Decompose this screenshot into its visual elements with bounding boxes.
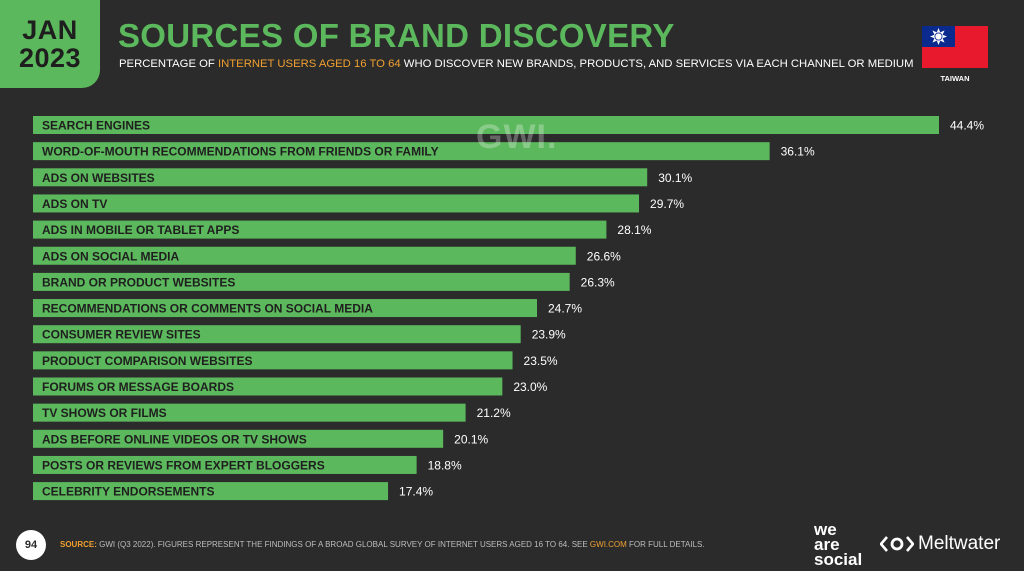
value-label-11: 21.2%: [477, 406, 511, 420]
page-title: SOURCES OF BRAND DISCOVERY: [118, 17, 675, 54]
value-label-3: 29.7%: [650, 197, 684, 211]
meltwater-mark-icon: [880, 536, 914, 552]
category-label-2: ADS ON WEBSITES: [42, 171, 155, 185]
category-label-8: CONSUMER REVIEW SITES: [42, 328, 201, 342]
value-label-5: 26.6%: [587, 249, 621, 263]
category-label-12: ADS BEFORE ONLINE VIDEOS OR TV SHOWS: [42, 432, 307, 446]
we-are-social-logo: we are social: [814, 520, 863, 569]
category-label-5: ADS ON SOCIAL MEDIA: [42, 249, 179, 263]
source-label: SOURCE:: [60, 540, 97, 549]
date-badge: JAN 2023: [0, 0, 100, 88]
value-label-7: 24.7%: [548, 302, 582, 316]
value-label-8: 23.9%: [532, 328, 566, 342]
value-label-9: 23.5%: [524, 354, 558, 368]
category-label-10: FORUMS OR MESSAGE BOARDS: [42, 380, 234, 394]
value-label-4: 28.1%: [617, 223, 651, 237]
logo-line-3: social: [814, 550, 863, 569]
source-link[interactable]: GWI.COM: [589, 540, 627, 549]
bar-4: [33, 220, 607, 239]
source-end: FOR FULL DETAILS.: [626, 540, 705, 549]
bar-14: [33, 482, 389, 501]
category-label-13: POSTS OR REVIEWS FROM EXPERT BLOGGERS: [42, 458, 325, 472]
bar-7: [33, 299, 538, 318]
value-label-0: 44.4%: [950, 119, 984, 133]
flag-canton: [922, 26, 955, 47]
bar-2: [33, 168, 648, 187]
category-label-14: CELEBRITY ENDORSEMENTS: [42, 485, 214, 499]
category-label-9: PRODUCT COMPARISON WEBSITES: [42, 354, 252, 368]
bar-13: [33, 455, 417, 474]
value-label-6: 26.3%: [581, 275, 615, 289]
value-label-1: 36.1%: [781, 145, 815, 159]
category-label-11: TV SHOWS OR FILMS: [42, 406, 167, 420]
value-label-10: 23.0%: [513, 380, 547, 394]
bar-9: [33, 351, 513, 370]
category-label-3: ADS ON TV: [42, 197, 107, 211]
bar-5: [33, 246, 576, 265]
taiwan-flag-icon: [922, 26, 988, 68]
bar-6: [33, 272, 570, 291]
source-note: SOURCE: GWI (Q3 2022). FIGURES REPRESENT…: [60, 540, 705, 549]
date-year: 2023: [18, 43, 82, 73]
bar-12: [33, 429, 444, 448]
country-label: TAIWAN: [940, 74, 970, 83]
value-label-14: 17.4%: [399, 485, 433, 499]
subtitle-post: WHO DISCOVER NEW BRANDS, PRODUCTS, AND S…: [400, 58, 914, 70]
source-text: GWI (Q3 2022). FIGURES REPRESENT THE FIN…: [96, 540, 590, 549]
category-label-0: SEARCH ENGINES: [42, 119, 150, 133]
meltwater-wordmark: Meltwater: [918, 533, 1001, 554]
subtitle: PERCENTAGE OF INTERNET USERS AGED 16 TO …: [119, 58, 914, 70]
category-label-6: BRAND OR PRODUCT WEBSITES: [42, 275, 235, 289]
value-label-13: 18.8%: [428, 458, 462, 472]
logo-line-2: are: [814, 535, 840, 554]
category-label-1: WORD-OF-MOUTH RECOMMENDATIONS FROM FRIEN…: [42, 145, 439, 159]
bar-chart: SEARCH ENGINES 44.4% WORD-OF-MOUTH RECOMME…: [33, 116, 984, 501]
subtitle-pre: PERCENTAGE OF: [119, 58, 218, 70]
page-number: 94: [16, 530, 46, 560]
bar-1: [33, 142, 770, 161]
flag-sun-icon: [929, 27, 948, 46]
bar-3: [33, 194, 640, 213]
value-label-12: 20.1%: [454, 432, 488, 446]
category-label-7: RECOMMENDATIONS OR COMMENTS ON SOCIAL ME…: [42, 302, 373, 316]
bar-8: [33, 325, 521, 344]
value-label-2: 30.1%: [658, 171, 692, 185]
bar-0: [33, 116, 939, 134]
bar-11: [33, 403, 466, 422]
category-label-4: ADS IN MOBILE OR TABLET APPS: [42, 223, 239, 237]
bar-10: [33, 377, 503, 396]
gwi-watermark: GWI.: [476, 118, 558, 156]
date-month: JAN: [22, 15, 78, 45]
meltwater-logo: Meltwater: [880, 533, 1000, 555]
logo-line-1: we: [814, 520, 837, 539]
subtitle-highlight: INTERNET USERS AGED 16 TO 64: [217, 58, 401, 70]
